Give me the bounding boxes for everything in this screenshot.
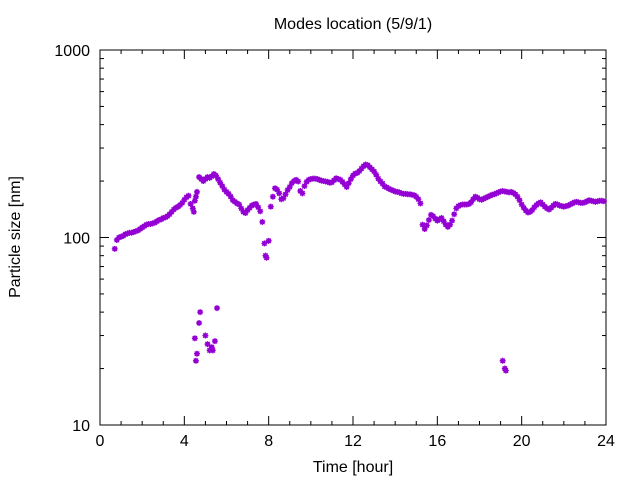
axis-ticks [99, 49, 607, 426]
data-point [423, 222, 430, 229]
data-point [600, 198, 607, 205]
y-axis-title: Particle size [nm] [7, 176, 24, 298]
data-point [185, 192, 192, 199]
data-point [236, 201, 243, 208]
data-point [417, 200, 424, 207]
x-tick-label: 12 [344, 433, 362, 450]
data-point [269, 193, 276, 200]
data-point [267, 203, 274, 210]
data-point [282, 191, 289, 198]
data-point [255, 204, 262, 211]
data-point [263, 254, 270, 261]
data-point [193, 350, 200, 357]
data-point [301, 183, 308, 190]
x-tick-label: 0 [96, 433, 105, 450]
data-point [276, 190, 283, 197]
data-point [191, 335, 198, 342]
x-tick-label: 4 [180, 433, 189, 450]
data-point [197, 309, 204, 316]
axis-tick-labels: 0 4 8 12 16 20 24 10 100 1000 [54, 43, 615, 450]
data-point [345, 180, 352, 187]
data-point [215, 176, 222, 183]
data-point [202, 332, 209, 339]
y-tick-label: 1000 [54, 43, 90, 60]
data-point [190, 208, 197, 215]
data-point [187, 200, 194, 207]
data-point [265, 237, 272, 244]
data-point [295, 178, 302, 185]
data-point [347, 176, 354, 183]
data-point [502, 367, 509, 374]
data-point [192, 193, 199, 200]
chart-title: Modes location (5/9/1) [274, 16, 432, 33]
data-point [212, 172, 219, 179]
x-tick-label: 20 [513, 433, 531, 450]
data-point [449, 217, 456, 224]
data-point [415, 196, 422, 203]
data-point [516, 197, 523, 204]
data-point [192, 357, 199, 364]
data-point [425, 216, 432, 223]
data-point [514, 193, 521, 200]
data-point [343, 183, 350, 190]
data-point [280, 195, 287, 202]
data-point [209, 347, 216, 354]
y-tick-label: 100 [63, 231, 90, 248]
plot-frame [99, 49, 607, 426]
y-tick-label: 10 [72, 418, 90, 435]
data-point [421, 226, 428, 233]
data-point [259, 218, 266, 225]
data-point [193, 188, 200, 195]
data-points [111, 161, 607, 374]
x-tick-label: 16 [428, 433, 446, 450]
data-point [257, 208, 264, 215]
data-point [373, 171, 380, 178]
data-point [446, 221, 453, 228]
data-point [451, 211, 458, 218]
data-point [299, 190, 306, 197]
data-point [219, 183, 226, 190]
data-point [204, 341, 211, 348]
data-point [111, 245, 118, 252]
x-tick-label: 24 [597, 433, 615, 450]
data-point [214, 305, 221, 312]
data-point [261, 240, 268, 247]
data-point [211, 338, 218, 345]
data-point [196, 319, 203, 326]
data-point [227, 193, 234, 200]
x-tick-label: 8 [264, 433, 273, 450]
data-point [419, 221, 426, 228]
x-axis-title: Time [hour] [313, 459, 393, 476]
data-point [286, 183, 293, 190]
data-point [274, 186, 281, 193]
data-point [499, 357, 506, 364]
data-point [238, 205, 245, 212]
